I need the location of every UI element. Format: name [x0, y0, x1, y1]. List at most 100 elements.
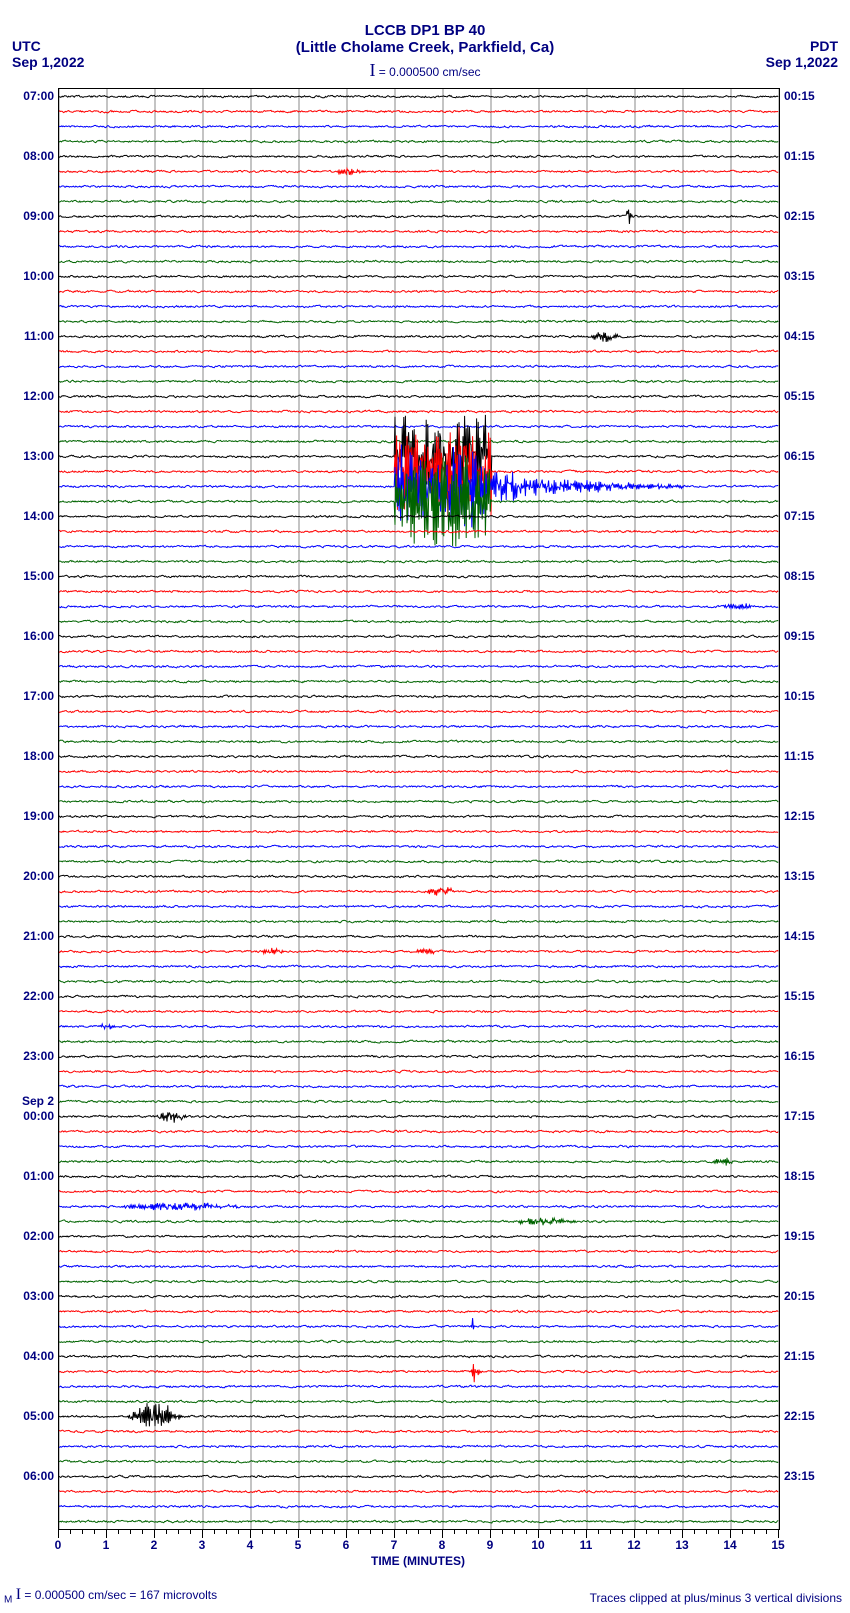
pdt-hour-label: 03:15	[784, 269, 815, 283]
tz-left-label: UTC	[12, 38, 41, 54]
pdt-hour-label: 16:15	[784, 1049, 815, 1063]
seismic-trace	[59, 603, 778, 609]
x-tick	[634, 1530, 635, 1538]
seismic-trace	[59, 1190, 778, 1193]
seismic-trace	[59, 425, 778, 428]
x-tick	[130, 1530, 131, 1534]
utc-hour-label: 18:00	[4, 749, 54, 763]
x-tick-label: 4	[247, 1538, 254, 1552]
x-tick	[730, 1530, 731, 1538]
x-tick-label: 8	[439, 1538, 446, 1552]
utc-hour-label: 14:00	[4, 509, 54, 523]
x-tick-label: 14	[723, 1538, 736, 1552]
utc-hour-label: 12:00	[4, 389, 54, 403]
x-tick	[694, 1530, 695, 1534]
seismic-trace	[59, 1430, 778, 1433]
pdt-hour-label: 01:15	[784, 149, 815, 163]
seismic-trace	[59, 935, 778, 938]
pdt-hour-label: 04:15	[784, 329, 815, 343]
seismic-trace	[59, 1318, 778, 1329]
seismic-trace	[59, 530, 778, 533]
seismic-trace	[59, 305, 778, 308]
pdt-hour-label: 20:15	[784, 1289, 815, 1303]
x-tick-label: 13	[675, 1538, 688, 1552]
seismic-trace	[59, 155, 778, 158]
seismic-trace	[59, 887, 778, 895]
utc-hour-label: 11:00	[4, 329, 54, 343]
seismic-trace	[59, 785, 778, 788]
seismic-trace	[59, 875, 778, 878]
seismic-trace	[59, 1024, 778, 1029]
seismic-trace	[59, 995, 778, 998]
seismic-trace	[59, 1385, 778, 1388]
seismic-trace	[59, 380, 778, 383]
seismic-trace	[59, 210, 778, 224]
x-tick	[118, 1530, 119, 1534]
x-tick	[550, 1530, 551, 1534]
seismic-trace	[59, 275, 778, 278]
x-tick	[178, 1530, 179, 1534]
seismic-trace	[59, 620, 778, 623]
x-tick-label: 2	[151, 1538, 158, 1552]
footer-right: Traces clipped at plus/minus 3 vertical …	[590, 1591, 842, 1605]
pdt-hour-label: 18:15	[784, 1169, 815, 1183]
pdt-hour-label: 02:15	[784, 209, 815, 223]
x-tick	[430, 1530, 431, 1534]
seismic-trace	[59, 1145, 778, 1148]
seismic-trace	[59, 230, 778, 233]
x-tick	[742, 1530, 743, 1534]
x-tick-label: 0	[55, 1538, 62, 1552]
utc-hour-label: 13:00	[4, 449, 54, 463]
x-tick-label: 1	[103, 1538, 110, 1552]
x-tick	[586, 1530, 587, 1538]
utc-hour-label: 07:00	[4, 89, 54, 103]
pdt-hour-label: 13:15	[784, 869, 815, 883]
utc-hour-label: 15:00	[4, 569, 54, 583]
x-tick-label: 6	[343, 1538, 350, 1552]
seismogram-plot	[58, 88, 780, 1530]
x-tick	[202, 1530, 203, 1538]
seismic-trace	[59, 860, 778, 863]
seismic-trace	[59, 1112, 778, 1122]
seismic-trace	[59, 1235, 778, 1238]
x-tick	[562, 1530, 563, 1534]
seismic-trace	[59, 140, 778, 143]
seismic-trace	[59, 1280, 778, 1283]
x-tick-label: 3	[199, 1538, 206, 1552]
utc-hour-label: 00:00	[4, 1109, 54, 1123]
x-tick	[778, 1530, 779, 1538]
x-tick	[538, 1530, 539, 1538]
seismic-trace	[59, 1310, 778, 1313]
seismic-trace	[59, 1250, 778, 1253]
x-tick	[322, 1530, 323, 1534]
x-tick	[526, 1530, 527, 1534]
seismic-trace	[59, 260, 778, 263]
pdt-hour-label: 22:15	[784, 1409, 815, 1423]
seismic-trace	[59, 905, 778, 908]
utc-hour-label: 05:00	[4, 1409, 54, 1423]
seismic-trace	[59, 1490, 778, 1493]
x-tick	[406, 1530, 407, 1534]
seismic-trace	[59, 560, 778, 563]
seismic-trace	[59, 590, 778, 593]
utc-hour-label: 04:00	[4, 1349, 54, 1363]
seismic-trace	[59, 650, 778, 653]
seismogram-container: { "header": { "title1": "LCCB DP1 BP 40"…	[0, 0, 850, 1613]
seismic-trace	[59, 1364, 778, 1382]
seismic-trace	[59, 948, 778, 954]
seismic-trace	[59, 125, 778, 128]
seismogram-svg	[59, 89, 779, 1529]
x-tick	[262, 1530, 263, 1534]
x-tick	[418, 1530, 419, 1534]
pdt-hour-label: 09:15	[784, 629, 815, 643]
x-tick	[334, 1530, 335, 1534]
seismic-trace	[59, 1055, 778, 1058]
pdt-hour-label: 17:15	[784, 1109, 815, 1123]
x-tick	[598, 1530, 599, 1534]
x-tick	[310, 1530, 311, 1534]
seismic-trace	[59, 290, 778, 293]
utc-hour-label: 17:00	[4, 689, 54, 703]
x-tick	[706, 1530, 707, 1534]
seismic-trace	[59, 695, 778, 698]
seismic-trace	[59, 1460, 778, 1463]
